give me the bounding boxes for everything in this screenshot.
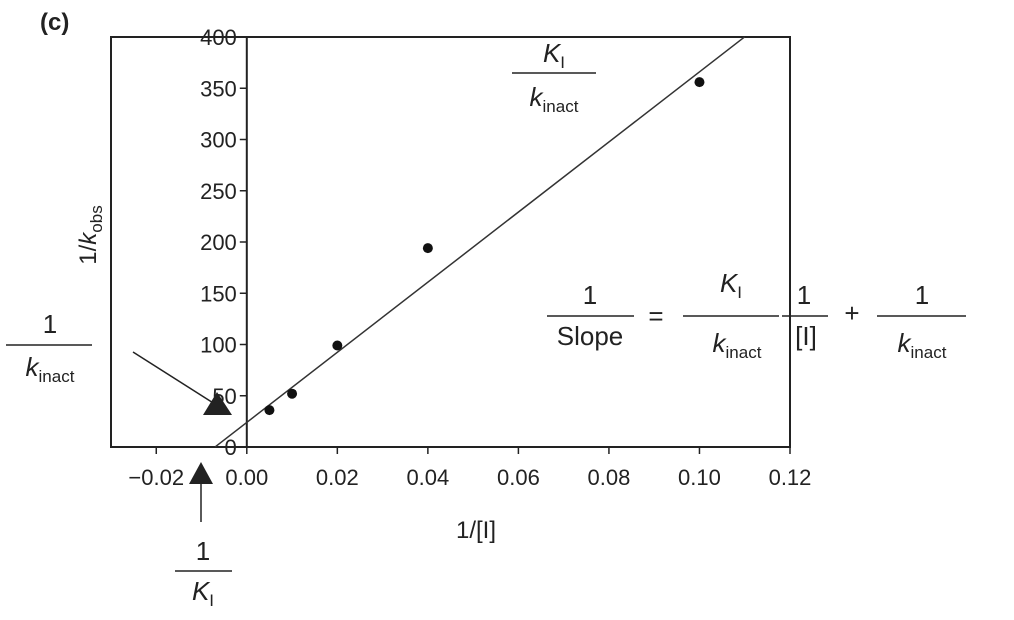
- eq-lhs-numerator: 1: [583, 280, 597, 310]
- x-tick-label: 0.06: [497, 465, 540, 490]
- eq-t1-denominator: kinact: [713, 328, 762, 362]
- y-tick-label: 150: [200, 281, 237, 306]
- slope-label: KI kinact: [512, 38, 596, 116]
- x-tick-label: −0.02: [128, 465, 184, 490]
- eq-t3-numerator: 1: [915, 280, 929, 310]
- y-intercept-label: 1 kinact: [6, 309, 92, 386]
- y-intercept-denominator: kinact: [26, 352, 75, 386]
- x-tick-label: 0.04: [406, 465, 449, 490]
- data-point: [422, 243, 433, 254]
- equation: 1 Slope = KI kinact 1 [I] + 1 kinact: [547, 268, 966, 362]
- data-points: [264, 77, 705, 416]
- data-point: [264, 405, 275, 416]
- y-tick-label: 100: [200, 333, 237, 358]
- eq-lhs-denominator: Slope: [557, 321, 624, 351]
- y-axis-label: 1/kobs: [75, 205, 106, 264]
- slope-label-denominator: kinact: [530, 82, 579, 116]
- plot-frame: [110, 36, 791, 448]
- slope-label-numerator: KI: [543, 38, 565, 72]
- x-intercept-arrow-head: [189, 462, 213, 484]
- data-point: [694, 77, 705, 88]
- fit-line: [214, 36, 746, 448]
- eq-equals: =: [648, 301, 663, 331]
- x-axis-ticks: −0.02 0.00 0.02 0.04 0.06 0.08 0.10 0.12: [128, 447, 811, 490]
- x-tick-label: 0.00: [225, 465, 268, 490]
- x-tick-label: 0.08: [588, 465, 631, 490]
- x-tick-label: 0.02: [316, 465, 359, 490]
- y-intercept-arrow-head: [203, 392, 232, 415]
- x-intercept-label: 1 KI: [175, 536, 232, 610]
- data-point: [287, 388, 298, 399]
- data-point: [332, 340, 343, 351]
- x-intercept-numerator: 1: [196, 536, 210, 566]
- panel-label: (c): [40, 9, 69, 36]
- y-intercept-numerator: 1: [43, 309, 57, 339]
- eq-t2-numerator: 1: [797, 280, 811, 310]
- x-tick-label: 0.12: [769, 465, 812, 490]
- eq-t1-numerator: KI: [720, 268, 742, 302]
- y-tick-label: 0: [225, 435, 237, 460]
- y-tick-label: 400: [200, 25, 237, 50]
- y-tick-label: 350: [200, 76, 237, 101]
- x-axis-label: 1/[I]: [456, 517, 496, 544]
- y-tick-label: 250: [200, 179, 237, 204]
- y-intercept-arrow-line: [132, 351, 219, 407]
- y-tick-label: 300: [200, 128, 237, 153]
- x-tick-label: 0.10: [678, 465, 721, 490]
- eq-plus: +: [844, 298, 859, 328]
- x-intercept-denominator: KI: [192, 576, 214, 610]
- eq-t2-denominator: [I]: [795, 321, 817, 351]
- eq-t3-denominator: kinact: [898, 328, 947, 362]
- y-tick-label: 200: [200, 230, 237, 255]
